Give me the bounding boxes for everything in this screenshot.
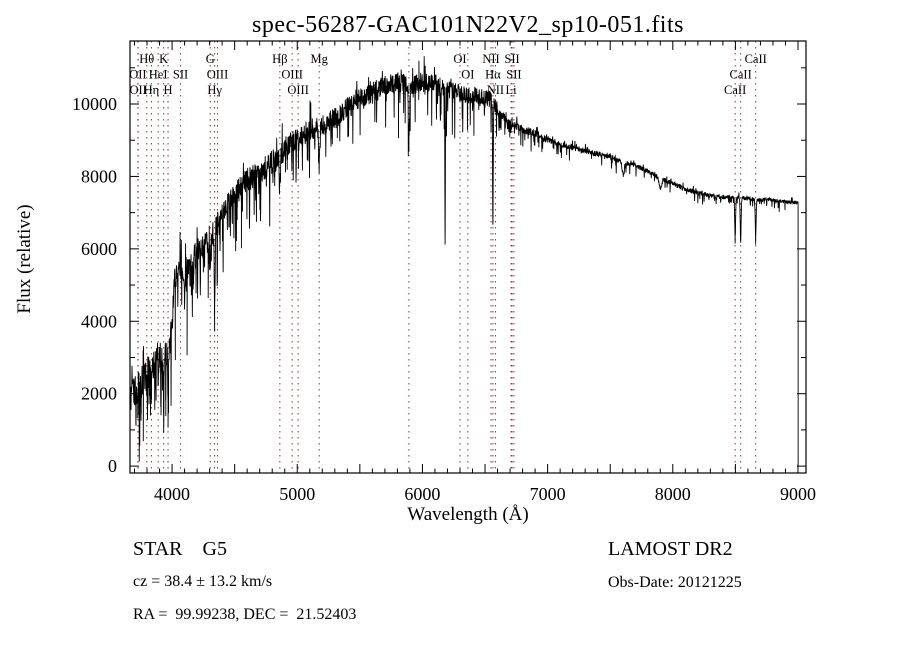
spectral-line-label: Hα: [485, 68, 501, 82]
y-tick-label: 4000: [81, 311, 117, 331]
y-tick-label: 6000: [81, 239, 117, 259]
spectral-line-label: Hη: [144, 83, 160, 97]
spectral-line-label: Hβ: [272, 52, 287, 66]
x-tick-label: 9000: [780, 484, 816, 504]
spectral-line-label: OI: [461, 68, 474, 82]
cz-value: cz = 38.4 ± 13.2 km/s: [133, 573, 273, 590]
y-tick-label: 10000: [72, 94, 117, 114]
spectral-line-label: H: [164, 83, 173, 97]
spectral-line-label: SII: [504, 52, 519, 66]
y-tick-label: 8000: [81, 166, 117, 186]
spectral-line-label: G: [206, 52, 215, 66]
spectral-line-label: SII: [173, 68, 188, 82]
x-tick-label: 5000: [279, 484, 315, 504]
spectral-line-label: OII: [129, 83, 146, 97]
x-tick-label: 4000: [154, 484, 190, 504]
spectral-line-label: CaII: [724, 83, 746, 97]
spectral-line-label: OIII: [207, 68, 229, 82]
ra-dec-coords: RA = 99.99238, DEC = 21.52403: [133, 606, 357, 623]
spectral-line-label: Mg: [310, 52, 328, 66]
spectral-line-label: OII: [129, 68, 146, 82]
x-axis-title: Wavelength (Å): [407, 504, 529, 525]
plot-frame: [129, 40, 807, 474]
spectral-line-label: K: [159, 52, 168, 66]
obs-date: Obs-Date: 20121225: [608, 574, 742, 591]
spectral-line-label: OIII: [281, 68, 303, 82]
spectral-line-label: OIII: [287, 83, 309, 97]
figure-title: spec-56287-GAC101N22V2_sp10-051.fits: [252, 12, 684, 38]
spectrum-curve: [130, 56, 799, 465]
x-tick-label: 8000: [655, 484, 691, 504]
spectral-line-label: SII: [506, 68, 521, 82]
spectral-line-label: NII: [482, 52, 499, 66]
x-tick-label: 6000: [404, 484, 440, 504]
spectral-line-label: Hγ: [207, 83, 222, 97]
y-tick-label: 2000: [81, 384, 117, 404]
spectral-line-label: CaII: [745, 52, 767, 66]
spectral-line-label: OI: [453, 52, 466, 66]
y-tick-label: 0: [108, 456, 117, 476]
spectral-line-label: CaII: [730, 68, 752, 82]
x-tick-label: 7000: [530, 484, 566, 504]
survey-label: LAMOST DR2: [608, 538, 733, 560]
spectral-line-label: Hθ: [139, 52, 154, 66]
spectral-line-label: HeI: [149, 68, 168, 82]
object-class-label: STAR G5: [133, 538, 227, 560]
spectral-line-label: Li: [506, 83, 518, 97]
